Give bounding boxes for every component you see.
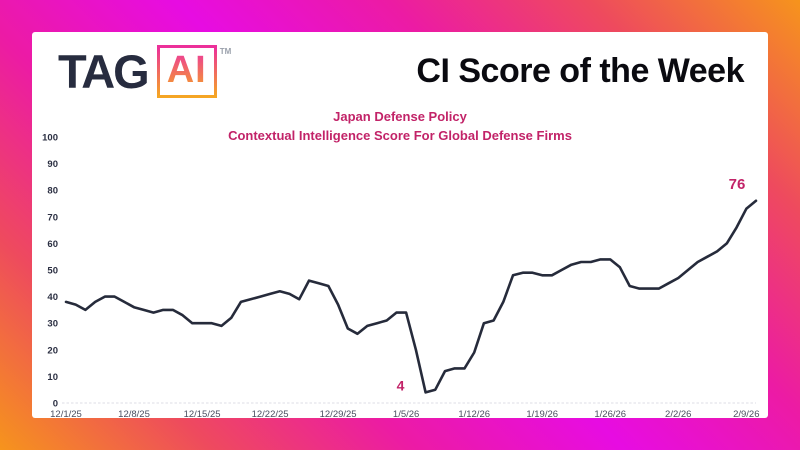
x-axis-label: 12/1/25 — [50, 409, 82, 418]
chart-subtitle: Contextual Intelligence Score For Global… — [228, 128, 572, 143]
y-axis-label: 80 — [47, 186, 58, 197]
x-axis-label: 12/15/25 — [184, 409, 221, 418]
y-axis-label: 100 — [42, 133, 58, 144]
y-axis-label: 60 — [47, 239, 58, 250]
ci-trend-line — [64, 199, 758, 394]
y-axis-label: 0 — [53, 399, 58, 410]
chart-title: Japan Defense Policy — [333, 109, 467, 124]
chart-title-block: Japan Defense Policy Contextual Intellig… — [32, 107, 768, 145]
x-axis-label: 1/5/26 — [393, 409, 419, 418]
x-axis-label: 1/19/26 — [526, 409, 558, 418]
y-axis-label: 10 — [47, 372, 58, 383]
annotation-max: 76 — [729, 176, 746, 193]
y-axis-label: 30 — [47, 319, 58, 330]
content-card: TAG AI TM CI Score of the Week Japan Def… — [32, 32, 768, 418]
x-axis-label: 2/2/26 — [665, 409, 691, 418]
ci-score-chart: 0 10 20 30 40 50 60 70 80 90 100 12/1/25 12/8/25 12/1… — [42, 133, 759, 419]
logo-tag-text: TAG — [58, 44, 150, 98]
y-axis-label: 90 — [47, 159, 58, 170]
logo-ai-box: AI — [156, 44, 217, 98]
logo-tm-mark: TM — [219, 46, 232, 56]
logo-ai-text: AI — [166, 48, 207, 91]
x-axis-label: 2/9/26 — [733, 409, 759, 418]
x-axis-label: 12/8/25 — [118, 409, 150, 418]
x-axis-label: 1/26/26 — [594, 409, 626, 418]
tag-ai-logo: TAG AI TM — [58, 44, 231, 99]
y-axis-label: 70 — [47, 212, 58, 223]
annotation-min: 4 — [397, 377, 405, 393]
header: TAG AI TM CI Score of the Week — [58, 40, 744, 102]
y-axis-label: 40 — [47, 292, 58, 303]
x-axis-label: 12/29/25 — [320, 409, 357, 418]
y-axis-label: 50 — [47, 266, 58, 277]
x-axis-label: 12/22/25 — [252, 409, 289, 418]
page-title: CI Score of the Week — [416, 51, 744, 90]
y-axis-label: 20 — [47, 345, 58, 356]
x-axis-label: 1/12/26 — [458, 409, 490, 418]
